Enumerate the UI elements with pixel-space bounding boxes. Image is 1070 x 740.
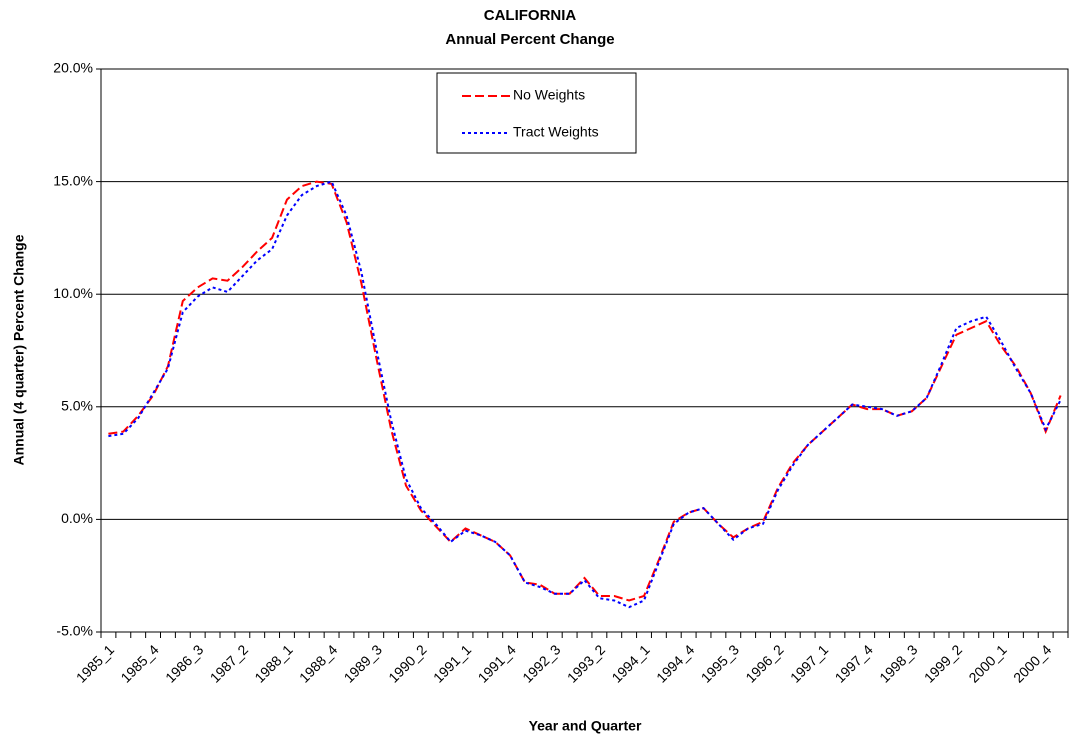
x-tick-label: 1990_2 (385, 641, 429, 685)
y-tick-label: 20.0% (53, 60, 93, 76)
y-tick-label: 15.0% (53, 172, 93, 188)
chart-title: CALIFORNIA (484, 7, 577, 24)
x-tick-label: 1998_3 (876, 641, 920, 685)
x-tick-label: 1993_2 (564, 641, 608, 685)
x-tick-label: 1994_1 (608, 641, 652, 685)
series-line (108, 180, 1062, 609)
x-tick-label: 1997_1 (787, 641, 831, 685)
x-tick-label: 1997_4 (832, 641, 876, 685)
x-tick-label: 1996_2 (742, 641, 786, 685)
x-tick-label: 1991_1 (430, 641, 474, 685)
y-axis-title: Annual (4 quarter) Percent Change (11, 234, 27, 465)
x-tick-label: 1994_4 (653, 641, 697, 685)
plot-frame (100, 68, 1069, 633)
x-tick-label: 2000_4 (1010, 641, 1054, 685)
x-tick-label: 2000_1 (965, 641, 1009, 685)
x-tick-label: 1991_4 (475, 641, 519, 685)
y-tick-label: -5.0% (56, 623, 93, 639)
x-tick-label: 1988_1 (251, 641, 295, 685)
x-tick-label: 1999_2 (921, 641, 965, 685)
chart-subtitle: Annual Percent Change (445, 31, 614, 48)
legend-box (436, 72, 637, 154)
legend-label: Tract Weights (513, 124, 599, 140)
x-tick-label: 1986_3 (162, 641, 206, 685)
series-line (108, 180, 1062, 602)
x-tick-label: 1985_1 (73, 641, 117, 685)
y-tick-label: 0.0% (61, 510, 93, 526)
x-tick-label: 1995_3 (698, 641, 742, 685)
x-tick-label: 1985_4 (117, 641, 161, 685)
y-tick-label: 10.0% (53, 285, 93, 301)
x-axis-title: Year and Quarter (529, 718, 642, 734)
x-tick-label: 1987_2 (207, 641, 251, 685)
legend-label: No Weights (513, 87, 585, 103)
y-tick-label: 5.0% (61, 398, 93, 414)
x-tick-label: 1988_4 (296, 641, 340, 685)
x-tick-label: 1992_3 (519, 641, 563, 685)
x-tick-label: 1989_3 (341, 641, 385, 685)
